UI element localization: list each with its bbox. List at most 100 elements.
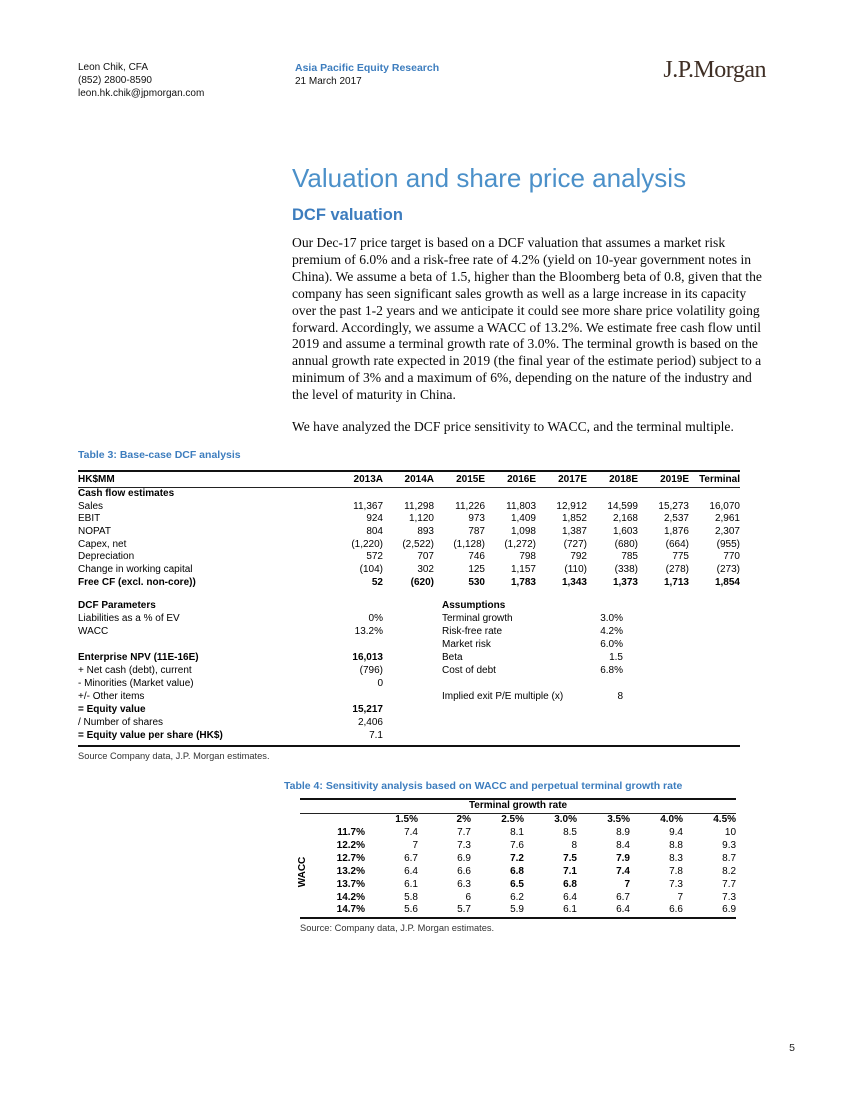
column-header: 2014A [383,471,434,488]
cell-value: 6.5 [510,878,524,890]
row-label: Depreciation [78,551,135,563]
cell-value: (273) [716,563,740,575]
analyst-email: leon.hk.chik@jpmorgan.com [78,87,205,99]
assumption-value [587,600,638,613]
spacer-cell [638,600,740,613]
param-label: Enterprise NPV (11E-16E) [78,652,199,664]
column-header: 2018E [587,471,638,488]
cell-value: 2,168 [612,513,638,525]
cell-value: 1,854 [714,576,740,588]
page-number: 5 [789,1042,795,1054]
table-row: + Net cash (debt), current (796) Cost of… [78,665,740,678]
spacer-cell [638,626,740,639]
table-row: Sales 11,367 11,298 11,226 11,803 12,912… [78,500,740,513]
column-header: 3.0% [554,813,577,825]
table4-block: Table 4: Sensitivity analysis based on W… [284,780,740,933]
cell-value: 7.7 [722,878,737,890]
param-value [332,639,383,652]
spacer-cell [383,678,434,691]
row-label: Change in working capital [78,563,193,575]
table4-sensitivity: Terminal growth rate 1.5% 2% 2.5% 3.0% 3… [300,798,737,920]
sensitivity-paragraph: We have analyzed the DCF price sensitivi… [292,419,734,434]
cell-value: 7.8 [669,865,683,877]
wacc-row-label: 11.7% [337,826,365,838]
corner-cell [300,813,365,826]
cell-value: 2,307 [714,525,740,537]
column-header: 2016E [485,471,536,488]
cell-value: 1,343 [561,576,587,588]
cell-value: 9.3 [722,839,737,851]
spacer-cell [638,730,740,743]
column-header: 2017E [536,471,587,488]
wacc-row-label: 12.2% [336,839,365,851]
spacer-cell [638,639,740,652]
cell-value: (955) [716,538,740,550]
column-header: Terminal [689,471,740,488]
cell-value: 1,852 [561,513,587,525]
cell-value: 6.6 [669,904,683,916]
column-header: 2.5% [501,813,524,825]
spacer-cell [383,600,434,613]
param-label: + Net cash (debt), current [78,665,192,677]
param-value: 2,406 [357,717,383,729]
table-row: Capex, net (1,220) (2,522) (1,128) (1,27… [78,538,740,551]
cell-value: (680) [614,538,638,550]
cell-value: 302 [417,563,434,575]
cell-value: 1,098 [510,525,536,537]
cell-value: (104) [359,563,383,575]
assumption-label: Risk-free rate [442,626,503,638]
assumption-value [587,678,638,691]
page-title: Valuation and share price analysis [292,163,687,193]
cell-value: 1,713 [663,576,689,588]
table-row: EBIT 924 1,120 973 1,409 1,852 2,168 2,5… [78,513,740,526]
cell-value: 7 [677,891,683,903]
column-header: 4.5% [713,813,737,825]
assumption-value [587,704,638,717]
param-value: (796) [359,665,383,677]
cell-value: 11,803 [506,500,536,512]
spacer-cell [383,639,434,652]
table-row: / Number of shares 2,406 [78,717,740,730]
wacc-row-label: 12.7% [336,852,365,864]
param-label: WACC [78,626,109,638]
param-value: 7.1 [369,730,383,742]
table3-caption: Table 3: Base-case DCF analysis [78,449,241,461]
table-row: Enterprise NPV (11E-16E) 16,013 Beta 1.5 [78,652,740,665]
spacer-cell [638,704,740,717]
table-row: = Equity value 15,217 [78,704,740,717]
assumption-value [587,717,638,730]
cell-value: 1,373 [612,576,638,588]
cell-value: 6.4 [616,904,630,916]
table3-section-row: Cash flow estimates [78,488,740,501]
cell-value: 770 [723,551,740,563]
cell-value: 8.2 [722,865,737,877]
wacc-row-label: 13.7% [336,878,365,890]
cell-value: 16,070 [709,500,740,512]
table-row: 14.7% 5.6 5.7 5.9 6.1 6.4 6.6 6.9 [300,904,736,918]
spacer-cell [383,717,434,730]
cell-value: 973 [468,513,485,525]
cell-value: (620) [410,576,434,588]
cell-value: 8.3 [669,852,683,864]
cell-value: 6.4 [404,865,418,877]
spacer-cell [383,665,434,678]
table-row: +/- Other items Implied exit P/E multipl… [78,691,740,704]
cell-value: 6.4 [563,891,577,903]
cell-value: 6.7 [404,852,418,864]
cell-value: 5.9 [510,904,524,916]
cell-value: (278) [665,563,689,575]
cell-value: 1,120 [408,513,434,525]
cell-value: 804 [366,525,383,537]
assumption-label: Assumptions [442,600,506,612]
cell-value: 8.7 [722,852,737,864]
param-label: DCF Parameters [78,600,156,612]
cell-value: 7.5 [563,852,577,864]
table-row: = Equity value per share (HK$) 7.1 [78,730,740,743]
param-value [332,600,383,613]
spacer-cell [638,691,740,704]
assumption-label: Beta [442,652,463,664]
table3-block: Table 3: Base-case DCF analysis HK$MM 20… [78,449,740,761]
cell-value: 7.7 [457,826,471,838]
cell-value: 746 [468,551,485,563]
cell-value: (727) [563,538,587,550]
